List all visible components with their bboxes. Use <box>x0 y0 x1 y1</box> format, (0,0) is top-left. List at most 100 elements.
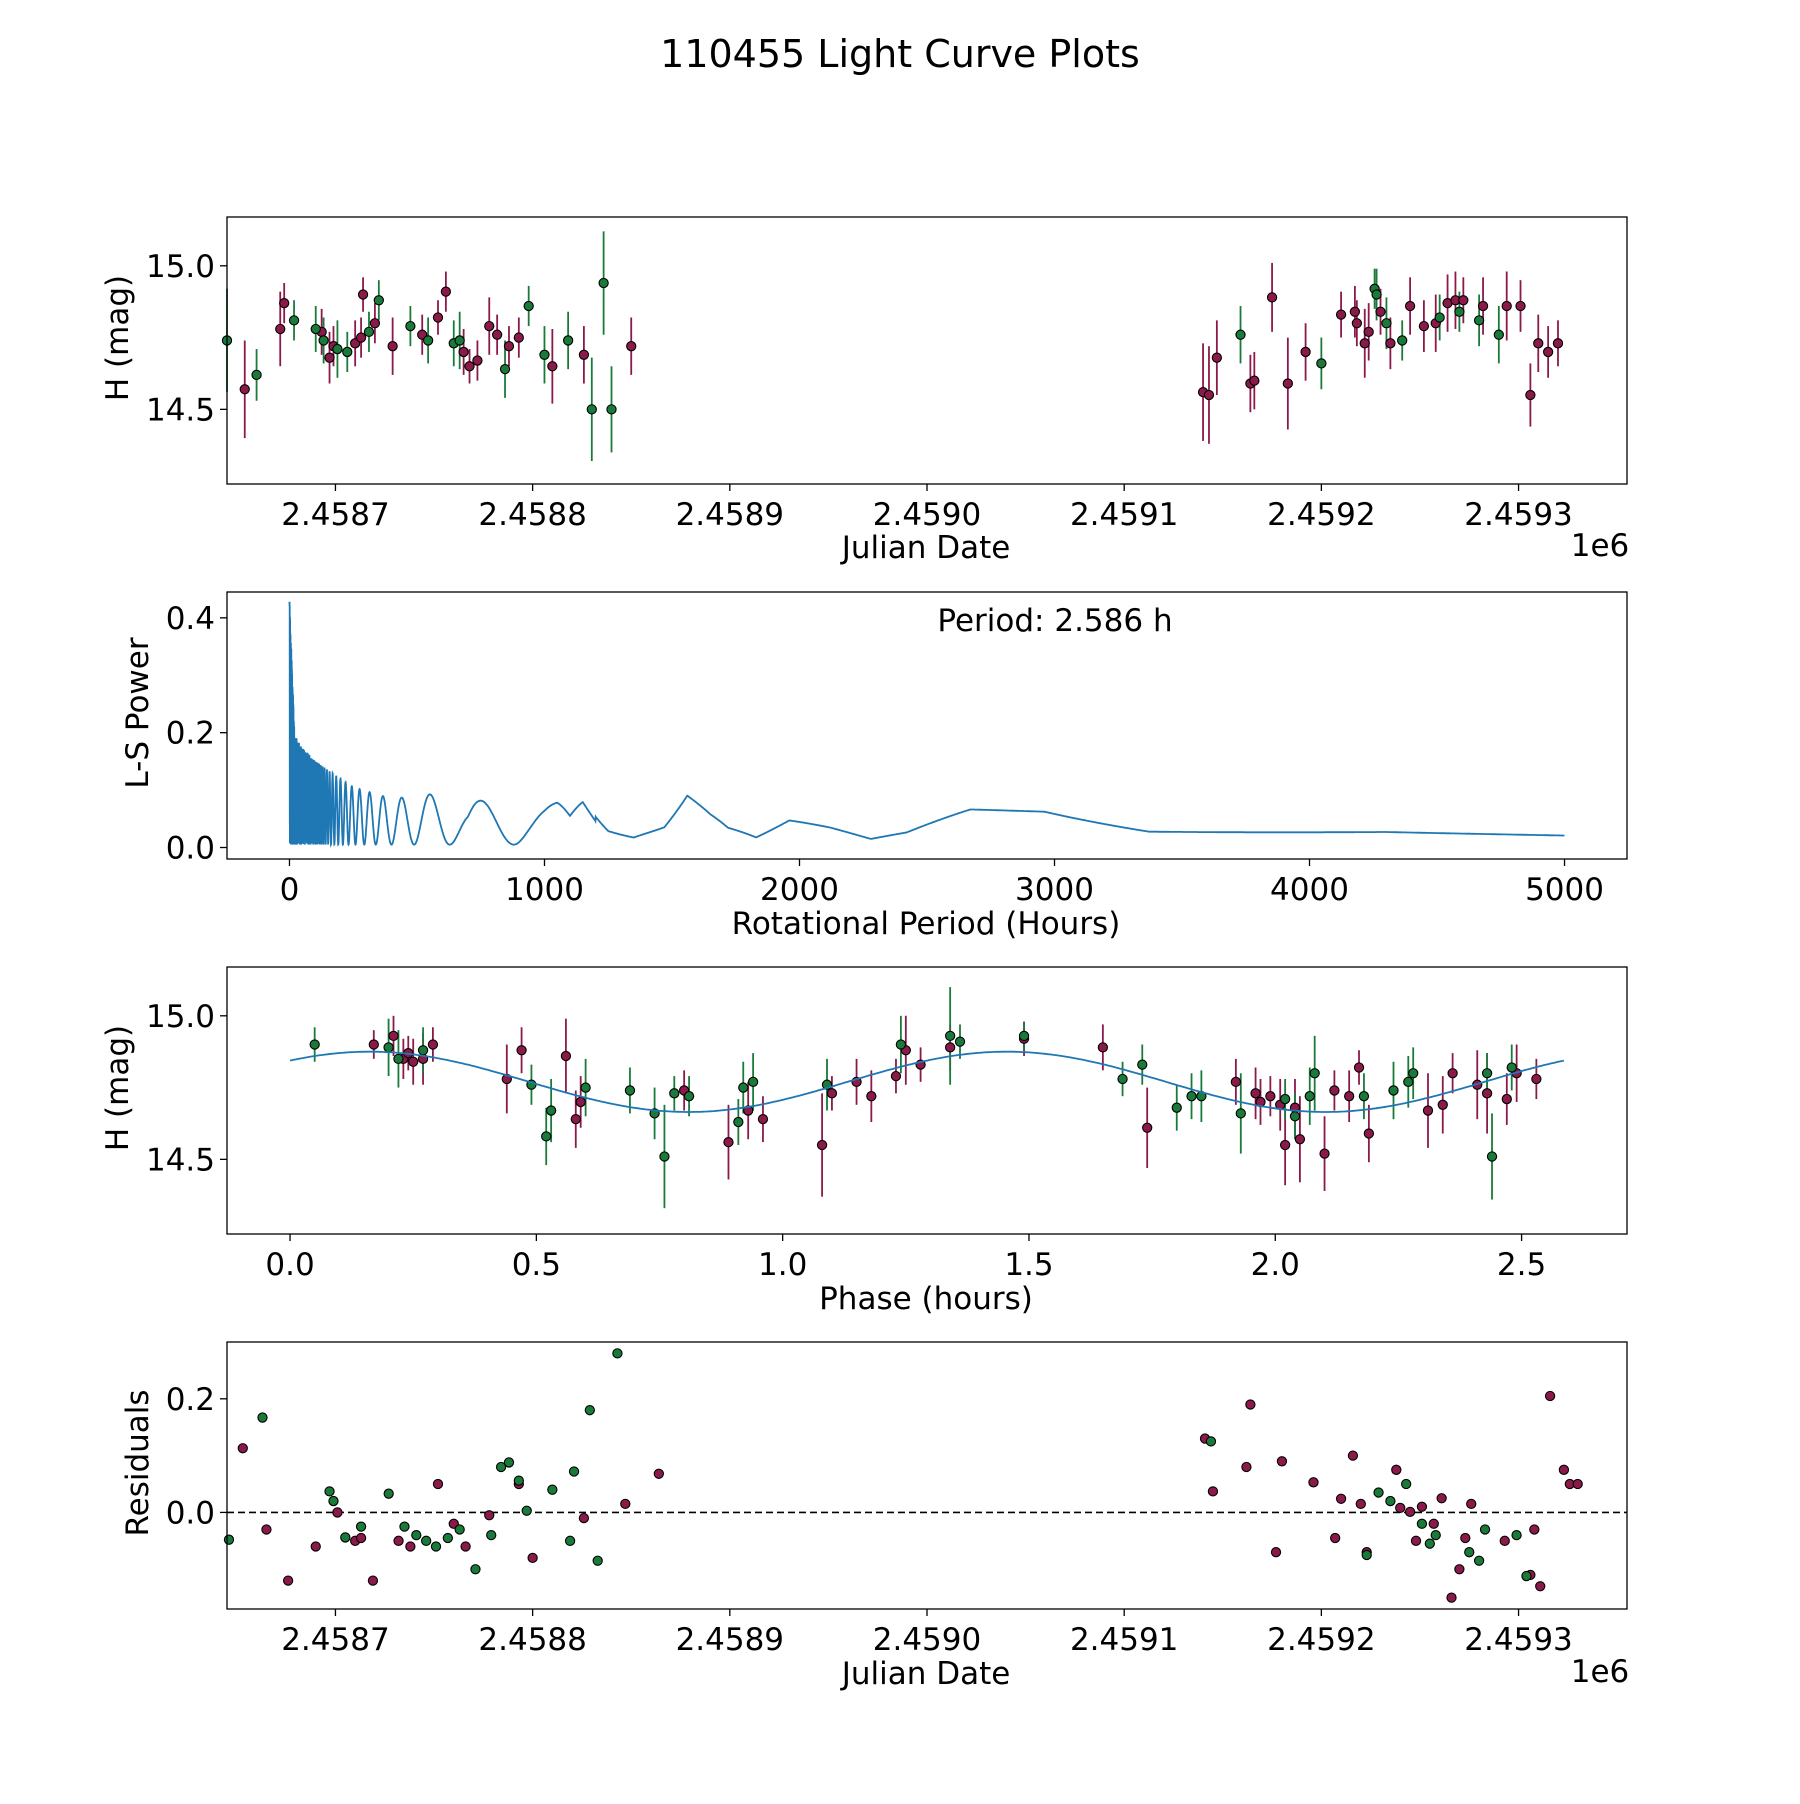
raw-data-point <box>1404 300 1416 312</box>
raw-data-point <box>432 312 444 323</box>
raw-data-point <box>1375 306 1386 317</box>
phased-data-point <box>1142 1122 1153 1133</box>
raw-data-point <box>1335 309 1347 320</box>
phased-data-point <box>866 1091 877 1102</box>
raw-data-point <box>1434 312 1445 323</box>
raw-data-point <box>342 346 353 358</box>
periodogram-y-tick-label: 0.0 <box>166 831 215 867</box>
raw-offset-label: 1e6 <box>1571 528 1630 564</box>
raw-data-point <box>363 326 375 337</box>
phased-data-point <box>1486 1151 1498 1162</box>
phased-data-point <box>580 1082 591 1093</box>
phased-data-point <box>388 1030 399 1042</box>
residuals-data-point <box>405 1541 416 1552</box>
residuals-x-tick-label: 2.4587 <box>281 1622 389 1658</box>
phased-data-point <box>954 1036 966 1047</box>
residuals-data-point <box>1416 1501 1428 1512</box>
raw-data-point <box>310 323 321 335</box>
residuals-data-point <box>1308 1477 1319 1488</box>
phased-light-curve-panel: 0.0 0.5 1.0 1.5 2.0 2.5 14.5 15.0 <box>146 966 1628 1283</box>
residuals-data-point <box>355 1521 367 1532</box>
phased-data-point <box>1117 1073 1128 1085</box>
phased-data-point <box>309 1039 320 1050</box>
residuals-data-point <box>592 1555 603 1566</box>
raw-x-tick-label: 2.4588 <box>478 497 586 533</box>
residuals-data-point <box>442 1532 453 1544</box>
residuals-data-point <box>1464 1547 1475 1558</box>
phased-data-point <box>383 1042 394 1053</box>
residuals-data-point <box>527 1552 538 1564</box>
residuals-data-point <box>257 1412 268 1423</box>
residuals-data-point <box>1535 1581 1546 1592</box>
residuals-data-point <box>411 1529 422 1541</box>
phased-data-point <box>733 1116 744 1128</box>
raw-data-point <box>454 335 465 346</box>
phased-x-tick-label: 1.5 <box>1004 1247 1053 1283</box>
raw-data-point <box>1300 346 1311 358</box>
raw-data-point <box>1418 320 1430 332</box>
raw-data-point <box>239 384 250 395</box>
raw-data-point <box>324 352 335 363</box>
phased-x-axis-label: Phase (hours) <box>819 1281 1033 1317</box>
raw-data-point <box>1454 306 1465 317</box>
periodogram-y-tick-label: 0.2 <box>166 716 215 752</box>
phased-data-point <box>1309 1068 1320 1079</box>
residuals-data-point <box>484 1510 495 1521</box>
residuals-data-point <box>432 1478 444 1490</box>
residuals-data-point <box>470 1564 481 1575</box>
residuals-data-point <box>332 1507 343 1518</box>
periodogram-x-tick-label: 1000 <box>505 872 584 908</box>
raw-x-tick-label: 2.4593 <box>1464 497 1572 533</box>
residuals-data-point <box>310 1541 321 1552</box>
raw-light-curve-panel: 2.4587 2.4588 2.4589 2.4590 2.4591 2.4592 2.45… <box>146 216 1628 533</box>
residuals-data-point <box>367 1575 379 1586</box>
phased-data-point <box>1294 1134 1306 1145</box>
residuals-data-point <box>1373 1487 1384 1498</box>
phased-data-point <box>1481 1088 1493 1099</box>
residuals-data-point <box>1473 1555 1485 1566</box>
residuals-data-point <box>1207 1486 1219 1497</box>
residuals-data-point <box>1361 1549 1372 1561</box>
raw-data-point <box>578 349 590 360</box>
phased-y-tick-label: 15.0 <box>146 999 215 1035</box>
periodogram-y-tick-label: 0.4 <box>166 601 215 637</box>
phased-data-point <box>1531 1073 1542 1085</box>
raw-data-point <box>1501 300 1512 312</box>
phased-data-point <box>1481 1068 1493 1079</box>
phased-model-curve <box>289 1050 1565 1113</box>
residuals-data-point <box>503 1457 515 1468</box>
phased-data-point <box>826 1088 838 1099</box>
raw-data-point <box>405 320 416 332</box>
raw-data-point <box>288 315 300 326</box>
periodogram-annotation: Period: 2.586 h <box>937 603 1172 639</box>
phased-data-point <box>1186 1091 1197 1102</box>
phased-data-point <box>945 1042 956 1053</box>
phased-data-point <box>1329 1085 1340 1096</box>
periodogram-x-tick-label: 4000 <box>1270 872 1349 908</box>
phased-data-point <box>624 1085 636 1096</box>
raw-data-point <box>1552 338 1564 349</box>
periodogram-plot-frame <box>226 591 1628 860</box>
phased-data-point <box>747 1076 759 1087</box>
raw-data-point <box>547 361 558 372</box>
residuals-data-point <box>340 1532 351 1543</box>
periodogram-x-axis-label: Rotational Period (Hours) <box>732 906 1121 942</box>
raw-data-point <box>606 404 617 415</box>
phased-data-point <box>1137 1059 1148 1070</box>
phased-data-point <box>1319 1148 1330 1159</box>
raw-data-point <box>1351 318 1363 329</box>
residuals-data-point <box>1430 1529 1441 1541</box>
phased-data-point <box>1353 1062 1365 1073</box>
raw-data-point <box>355 332 367 343</box>
phased-data-point <box>570 1114 581 1125</box>
raw-x-tick-label: 2.4587 <box>281 497 389 533</box>
residuals-data-point <box>1404 1506 1416 1518</box>
residuals-data-point <box>324 1486 335 1497</box>
residuals-y-axis-label: Residuals <box>120 1389 156 1536</box>
residuals-data-point <box>1335 1493 1347 1504</box>
phased-data-point <box>757 1114 769 1125</box>
raw-data-point <box>626 341 637 352</box>
raw-data-point <box>1477 300 1489 312</box>
residuals-data-point <box>1205 1436 1217 1447</box>
residuals-y-tick-label: 0.2 <box>166 1382 215 1418</box>
